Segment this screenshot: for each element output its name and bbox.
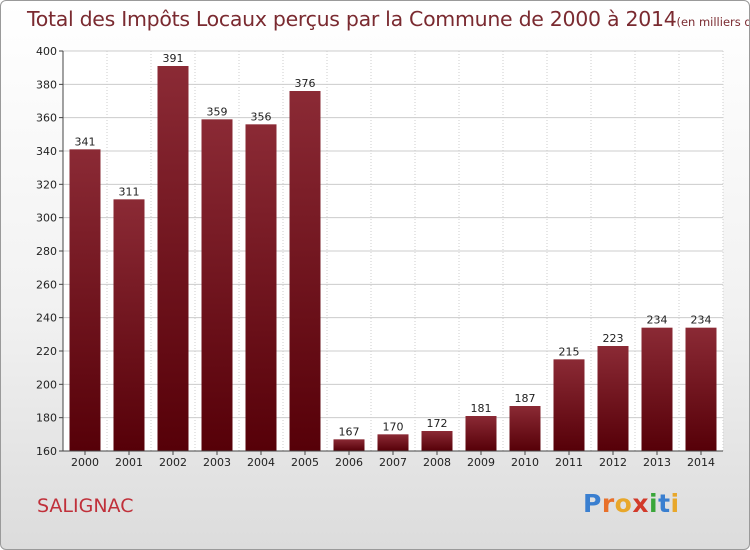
value-label-2014: 234 <box>691 314 712 327</box>
bar-2009 <box>465 416 497 451</box>
logo-letter: i <box>670 489 680 518</box>
value-label-2002: 391 <box>163 52 184 65</box>
y-tick-label: 220 <box>36 345 57 358</box>
bar-2001 <box>113 199 145 451</box>
bar-2004 <box>245 124 277 451</box>
x-tick-label-2006: 2006 <box>335 456 363 469</box>
logo-letter: P <box>583 489 602 518</box>
value-label-2007: 170 <box>383 420 404 433</box>
x-tick-label-2012: 2012 <box>599 456 627 469</box>
commune-name: SALIGNAC <box>37 495 134 517</box>
value-label-2012: 223 <box>603 332 624 345</box>
x-tick-label-2014: 2014 <box>687 456 715 469</box>
bar-2008 <box>421 431 453 451</box>
value-label-2000: 341 <box>75 135 96 148</box>
x-tick-label-2005: 2005 <box>291 456 319 469</box>
value-label-2001: 311 <box>119 185 140 198</box>
y-tick-label: 280 <box>36 245 57 258</box>
x-tick-label-2013: 2013 <box>643 456 671 469</box>
chart-unit: (en milliers d'€) <box>676 15 749 29</box>
value-label-2008: 172 <box>427 417 448 430</box>
bar-2011 <box>553 359 585 451</box>
bar-2003 <box>201 119 233 451</box>
chart-title: Total des Impôts Locaux perçus par la Co… <box>27 7 677 31</box>
y-tick-label: 400 <box>36 45 57 58</box>
chart-title-block: Total des Impôts Locaux perçus par la Co… <box>27 7 749 31</box>
y-tick-label: 360 <box>36 112 57 125</box>
y-tick-label: 340 <box>36 145 57 158</box>
value-label-2010: 187 <box>515 392 536 405</box>
x-tick-label-2008: 2008 <box>423 456 451 469</box>
y-tick-label: 200 <box>36 378 57 391</box>
x-tick-label-2000: 2000 <box>71 456 99 469</box>
bar-2000 <box>69 149 101 452</box>
value-label-2011: 215 <box>559 345 580 358</box>
x-tick-label-2007: 2007 <box>379 456 407 469</box>
proxiti-logo: Proxiti <box>583 489 680 518</box>
value-label-2005: 376 <box>295 77 316 90</box>
value-label-2006: 167 <box>339 425 360 438</box>
bar-2014 <box>685 327 717 451</box>
value-label-2009: 181 <box>471 402 492 415</box>
bar-2005 <box>289 91 321 451</box>
x-tick-label-2004: 2004 <box>247 456 275 469</box>
y-tick-label: 300 <box>36 212 57 225</box>
value-label-2003: 359 <box>207 105 228 118</box>
x-tick-label-2003: 2003 <box>203 456 231 469</box>
bar-2007 <box>377 434 409 451</box>
y-tick-label: 260 <box>36 278 57 291</box>
value-label-2013: 234 <box>647 314 668 327</box>
logo-letter: r <box>601 489 615 518</box>
bar-2002 <box>157 66 189 451</box>
bar-2006 <box>333 439 365 451</box>
logo-letter: t <box>658 489 671 518</box>
logo-letter: i <box>649 489 659 518</box>
bar-2010 <box>509 406 541 451</box>
x-tick-label-2001: 2001 <box>115 456 143 469</box>
x-tick-label-2009: 2009 <box>467 456 495 469</box>
y-tick-label: 180 <box>36 412 57 425</box>
y-tick-label: 160 <box>36 445 57 458</box>
logo-letter: o <box>614 489 633 518</box>
y-tick-label: 320 <box>36 178 57 191</box>
x-tick-label-2010: 2010 <box>511 456 539 469</box>
x-tick-label-2011: 2011 <box>555 456 583 469</box>
value-label-2004: 356 <box>251 110 272 123</box>
logo-letter: x <box>632 489 649 518</box>
y-tick-label: 240 <box>36 312 57 325</box>
y-tick-label: 380 <box>36 78 57 91</box>
x-tick-label-2002: 2002 <box>159 456 187 469</box>
bar-2012 <box>597 346 629 451</box>
bar-2013 <box>641 327 673 451</box>
